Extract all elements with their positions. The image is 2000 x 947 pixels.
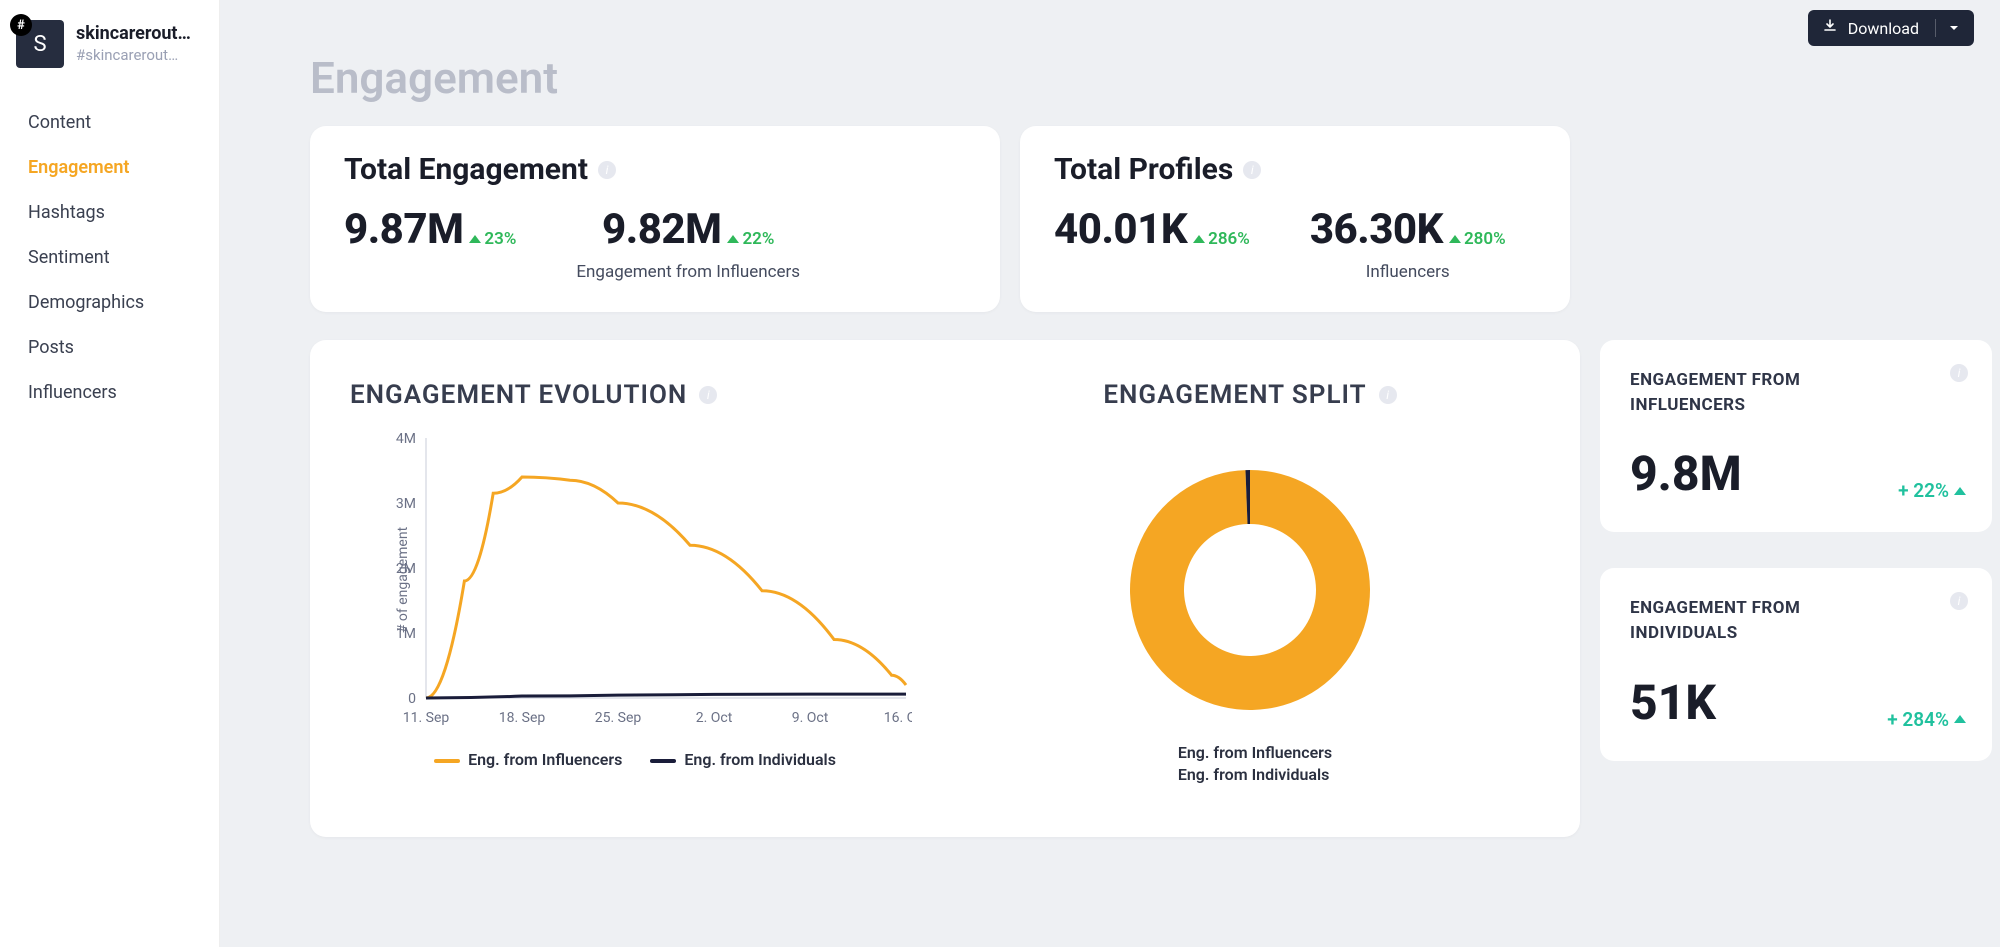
- te-secondary-delta: 22%: [727, 229, 774, 249]
- split-title: ENGAGEMENT SPLIT: [1103, 380, 1366, 410]
- brand-row: # S skincarerout… #skincarerout…: [0, 12, 219, 76]
- charts-card: ENGAGEMENT EVOLUTION i # of engagement 0…: [310, 340, 1580, 837]
- te-secondary-value: 9.82M: [602, 205, 721, 254]
- evolution-chart: # of engagement 01M2M3M4M11. Sep18. Sep2…: [372, 430, 920, 730]
- info-icon[interactable]: i: [1950, 592, 1968, 610]
- chevron-down-icon: [1948, 19, 1960, 38]
- svg-text:2. Oct: 2. Oct: [696, 710, 733, 726]
- sidebar: # S skincarerout… #skincarerout… Content…: [0, 0, 220, 947]
- eind-delta: + 284%: [1887, 708, 1966, 731]
- info-icon[interactable]: i: [1243, 161, 1261, 179]
- sidebar-item-sentiment[interactable]: Sentiment: [0, 235, 219, 280]
- svg-text:4M: 4M: [396, 431, 416, 447]
- svg-text:25. Sep: 25. Sep: [595, 710, 642, 726]
- total-profiles-title: Total Profiles: [1054, 152, 1233, 187]
- svg-text:0: 0: [408, 691, 416, 707]
- hash-icon: #: [10, 14, 32, 36]
- nav: ContentEngagementHashtagsSentimentDemogr…: [0, 100, 219, 415]
- info-icon[interactable]: i: [598, 161, 616, 179]
- tp-secondary-sub: Influencers: [1366, 262, 1450, 282]
- svg-text:18. Sep: 18. Sep: [499, 710, 546, 726]
- total-engagement-title: Total Engagement: [344, 152, 588, 187]
- total-profiles-card: Total Profiles i 40.01K 286% 36.30K 280%: [1020, 126, 1570, 312]
- te-secondary-sub: Engagement from Influencers: [576, 262, 800, 282]
- sidebar-item-demographics[interactable]: Demographics: [0, 280, 219, 325]
- total-engagement-card: Total Engagement i 9.87M 23% 9.82M 22%: [310, 126, 1000, 312]
- engagement-influencers-card: ENGAGEMENT FROM INFLUENCERS i 9.8M + 22%: [1600, 340, 1992, 532]
- svg-text:11. Sep: 11. Sep: [403, 710, 450, 726]
- evolution-chart-block: ENGAGEMENT EVOLUTION i # of engagement 0…: [350, 380, 920, 787]
- sidebar-item-engagement[interactable]: Engagement: [0, 145, 219, 190]
- svg-text:3M: 3M: [396, 496, 416, 512]
- brand-badge: # S: [16, 20, 64, 68]
- legend-item: Eng. from Individuals: [1168, 765, 1332, 784]
- sidebar-item-influencers[interactable]: Influencers: [0, 370, 219, 415]
- split-chart: Eng. from Influencers Eng. from Individua…: [960, 430, 1540, 787]
- eind-title: ENGAGEMENT FROM INDIVIDUALS: [1630, 596, 1890, 645]
- sidebar-item-content[interactable]: Content: [0, 100, 219, 145]
- summary-cards-row: Total Engagement i 9.87M 23% 9.82M 22%: [310, 126, 1974, 312]
- tp-primary-value: 40.01K: [1054, 205, 1187, 254]
- svg-text:9. Oct: 9. Oct: [792, 710, 829, 726]
- sidebar-item-posts[interactable]: Posts: [0, 325, 219, 370]
- engagement-individuals-card: ENGAGEMENT FROM INDIVIDUALS i 51K + 284%: [1600, 568, 1992, 760]
- evolution-title: ENGAGEMENT EVOLUTION: [350, 380, 687, 410]
- te-primary-delta: 23%: [469, 229, 516, 249]
- info-icon[interactable]: i: [1950, 364, 1968, 382]
- tp-secondary-delta: 280%: [1449, 229, 1506, 249]
- split-legend: Eng. from Influencers Eng. from Individua…: [1168, 740, 1332, 787]
- info-icon[interactable]: i: [1379, 386, 1397, 404]
- split-chart-block: ENGAGEMENT SPLIT i Eng. from Influencers…: [960, 380, 1540, 787]
- ei-delta: + 22%: [1898, 479, 1966, 502]
- download-label: Download: [1848, 19, 1919, 38]
- brand-subtitle: #skincarerout…: [76, 46, 191, 65]
- topbar: Download: [246, 10, 1974, 52]
- download-icon: [1822, 18, 1838, 38]
- tp-secondary-value: 36.30K: [1310, 205, 1443, 254]
- main: Download Engagement Total Engagement i 9…: [220, 0, 2000, 947]
- sidebar-item-hashtags[interactable]: Hashtags: [0, 190, 219, 235]
- te-primary-value: 9.87M: [344, 205, 463, 254]
- page-title: Engagement: [310, 52, 1974, 104]
- ei-title: ENGAGEMENT FROM INFLUENCERS: [1630, 368, 1890, 417]
- tp-primary-delta: 286%: [1193, 229, 1250, 249]
- evolution-legend: Eng. from Influencers Eng. from Individua…: [350, 750, 920, 769]
- download-button[interactable]: Download: [1808, 10, 1974, 46]
- legend-item: Eng. from Influencers: [434, 750, 622, 769]
- evolution-ylabel: # of engagement: [395, 527, 411, 633]
- brand-title: skincarerout…: [76, 23, 191, 46]
- brand-badge-letter: S: [33, 32, 46, 57]
- legend-item: Eng. from Influencers: [1168, 743, 1332, 762]
- legend-item: Eng. from Individuals: [650, 750, 836, 769]
- svg-text:16. Oct: 16. Oct: [884, 710, 912, 726]
- info-icon[interactable]: i: [699, 386, 717, 404]
